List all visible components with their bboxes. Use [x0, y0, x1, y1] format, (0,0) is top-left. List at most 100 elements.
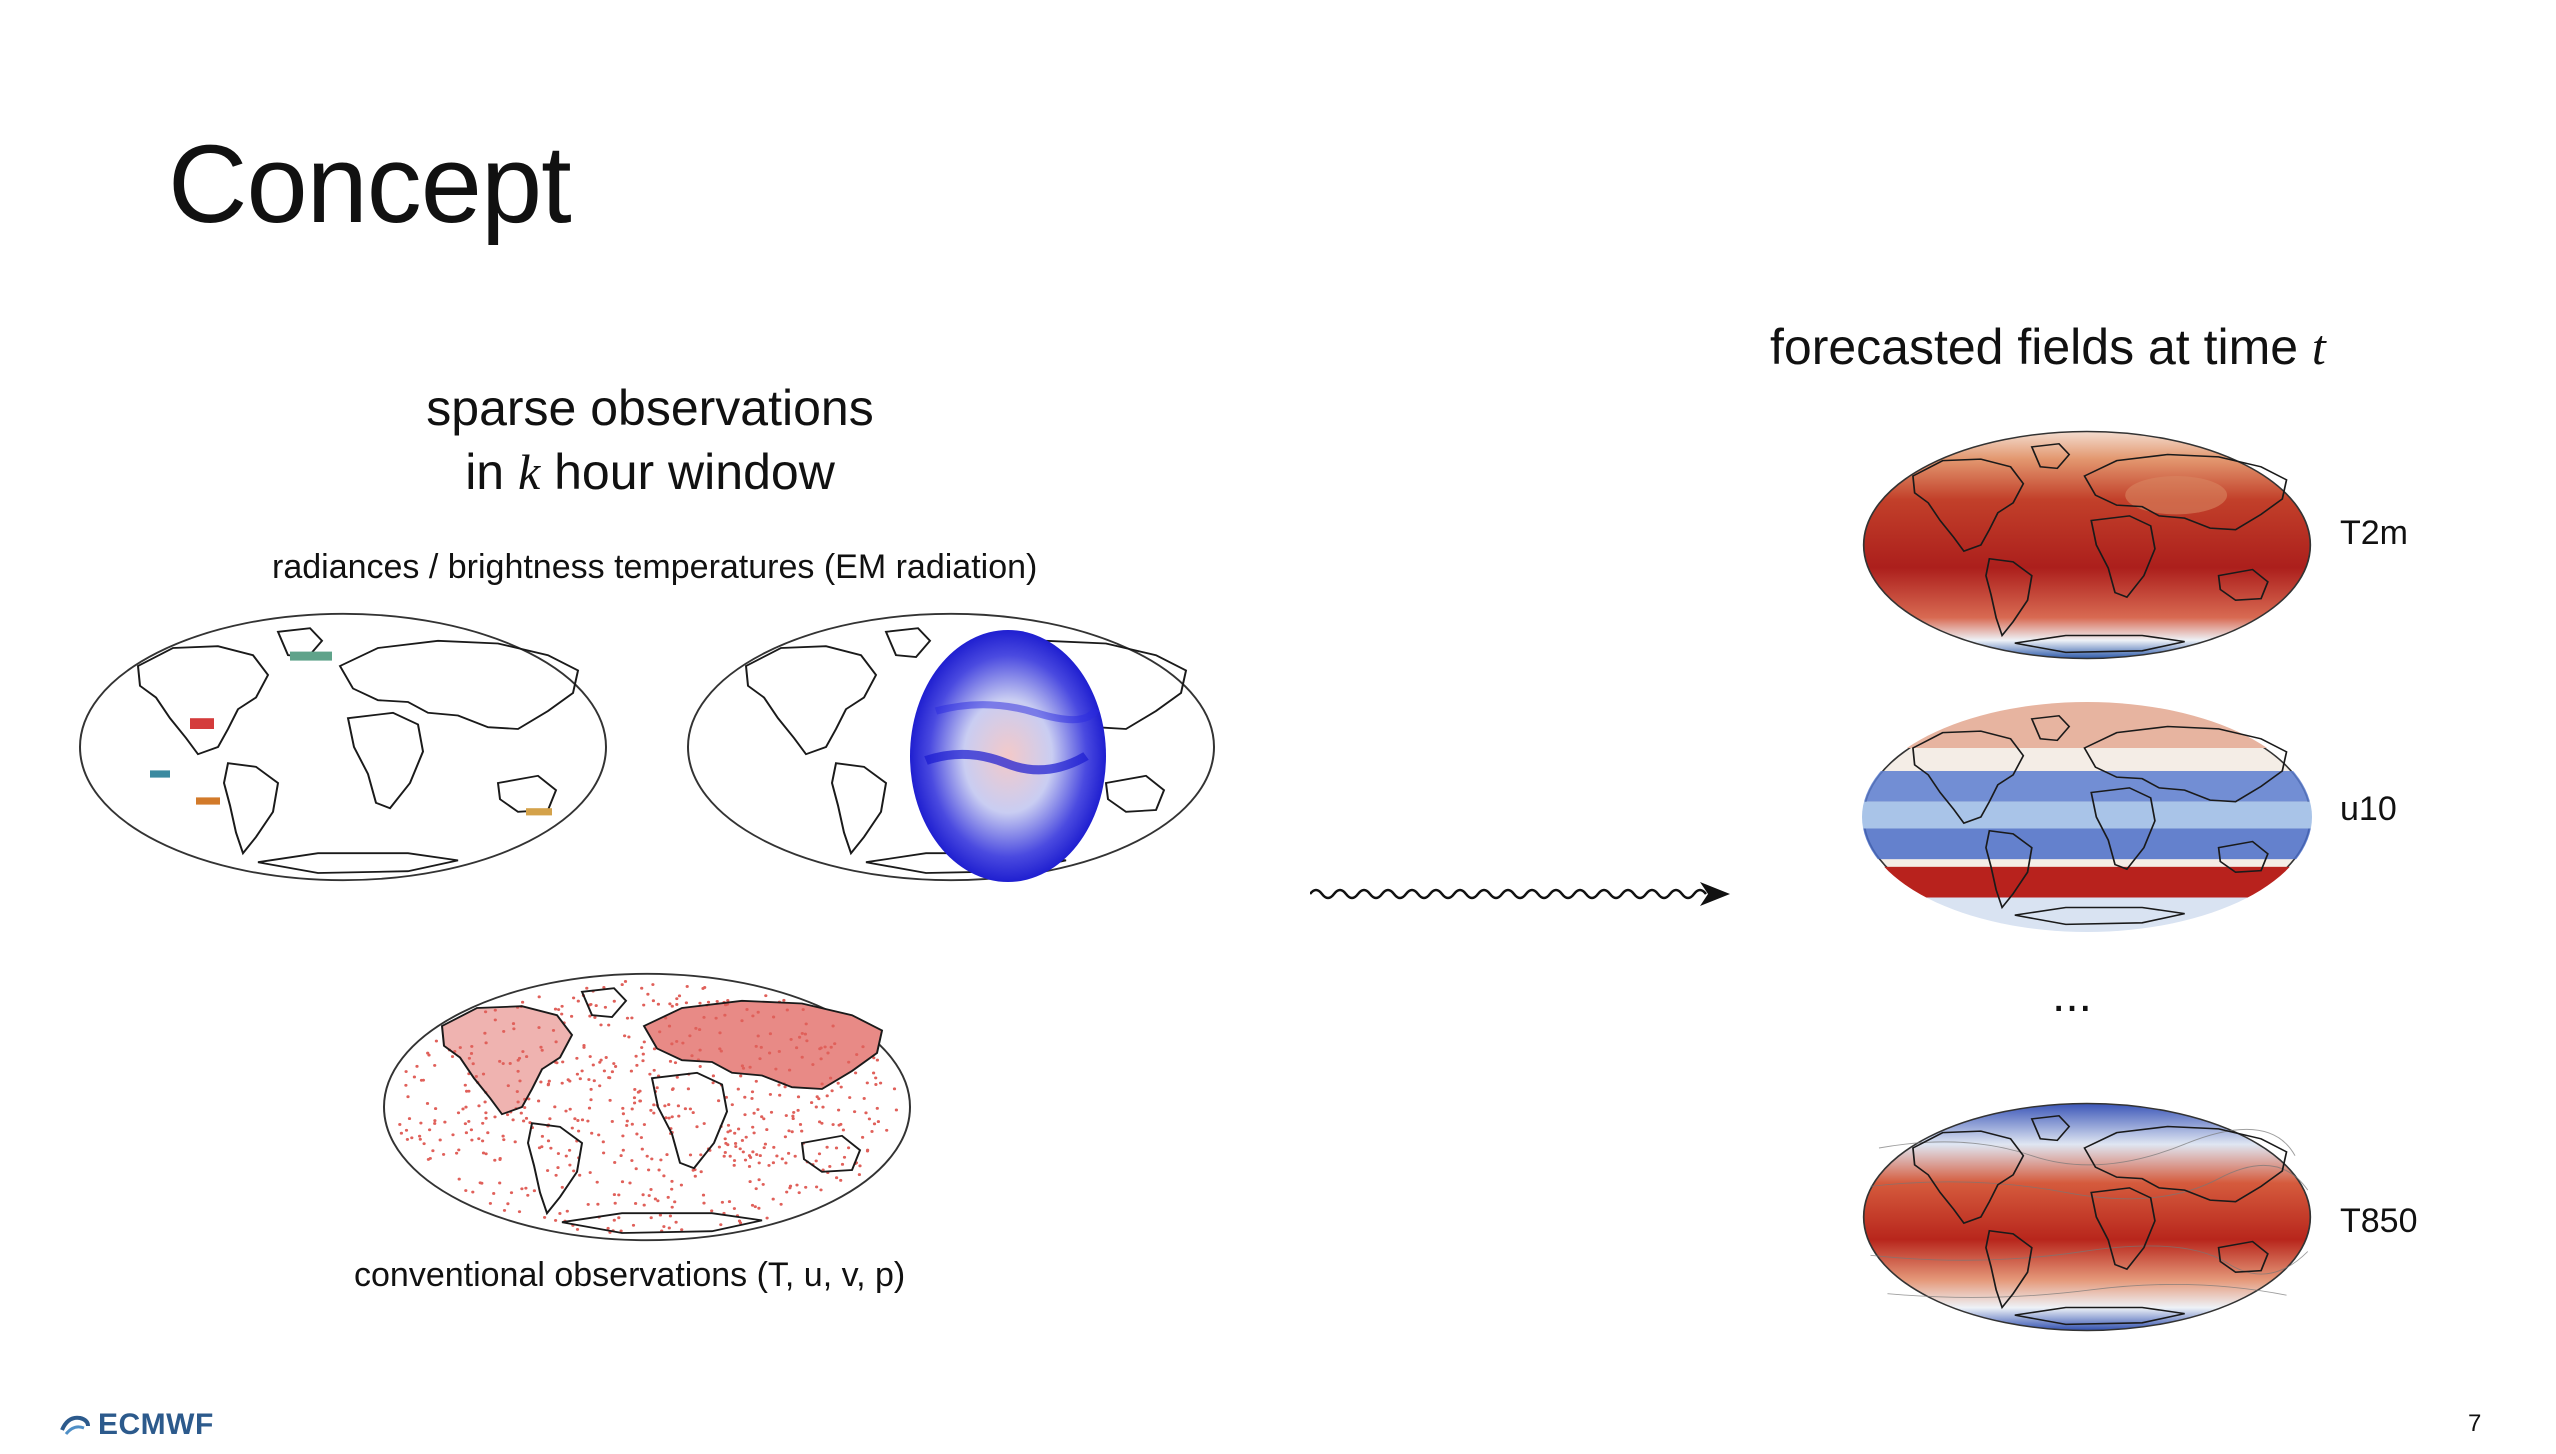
observation-dot [840, 1162, 845, 1166]
observation-dot [603, 1005, 607, 1009]
observation-dot [493, 1008, 497, 1012]
observation-dot [674, 1220, 678, 1224]
observation-dot [792, 1110, 796, 1114]
observation-dot [668, 1214, 672, 1218]
observation-dot [825, 1145, 829, 1149]
observation-dot [784, 1114, 788, 1117]
swath-south-indian [526, 808, 552, 816]
observation-dot [498, 1181, 502, 1185]
logo-text: ECMWF [98, 1408, 214, 1441]
u10-label: u10 [2340, 790, 2397, 828]
observation-dot [553, 1007, 558, 1011]
observation-dot [831, 1024, 835, 1028]
observation-dot [839, 1178, 843, 1182]
observation-dot [477, 1104, 481, 1108]
observation-dot [639, 1136, 643, 1139]
observation-dot [667, 1103, 671, 1107]
observation-dot [442, 1152, 446, 1156]
observation-dot [688, 1034, 692, 1038]
observation-dot [486, 1131, 490, 1135]
observation-dot [547, 1079, 551, 1083]
observation-dot [748, 1180, 752, 1184]
observation-dot [463, 1122, 467, 1126]
observation-dot [670, 1179, 674, 1183]
observation-dot [649, 1108, 653, 1112]
observation-dot [679, 1183, 683, 1187]
heading-line-1: sparse observations [426, 380, 874, 436]
satellite-disc [910, 630, 1106, 882]
observation-dot [537, 1099, 541, 1103]
observation-dot [425, 1102, 430, 1105]
observation-dot [740, 1139, 744, 1142]
observation-dot [568, 1148, 572, 1152]
observation-dot [663, 1104, 667, 1108]
observation-dot [783, 1085, 787, 1089]
observation-dot [765, 1216, 769, 1220]
observation-dot [481, 1151, 486, 1155]
observation-dot [727, 1200, 732, 1204]
observation-dot [834, 1146, 839, 1150]
observation-dot [549, 1146, 553, 1150]
observation-dot [728, 1154, 732, 1158]
observation-dot [722, 1154, 726, 1158]
observation-dot [677, 994, 682, 998]
observation-dot [763, 1142, 767, 1146]
observation-dot [418, 1134, 422, 1138]
observation-dot [753, 1205, 757, 1209]
observation-dot [757, 1206, 761, 1210]
observation-dot [589, 1098, 593, 1102]
observation-dot [640, 1147, 644, 1151]
observation-dot [666, 1195, 670, 1199]
observation-dot [744, 1135, 748, 1139]
observation-dot [804, 1022, 808, 1026]
observation-dot [733, 1131, 737, 1135]
observation-dot [501, 1062, 505, 1065]
observation-dot [839, 1122, 843, 1126]
observation-dot [621, 1148, 625, 1152]
observation-dot [613, 1161, 617, 1164]
observation-dot [818, 1120, 822, 1124]
observation-dot [602, 986, 606, 989]
observation-dot [610, 1120, 614, 1123]
observation-dot [619, 1154, 623, 1158]
observation-dot [589, 1087, 593, 1091]
observation-dot [783, 1135, 787, 1139]
observation-dot [817, 1097, 821, 1101]
observation-dot [686, 1087, 690, 1091]
observation-dot [595, 1180, 599, 1184]
observation-dot [665, 1153, 669, 1157]
observation-dot [404, 1070, 408, 1073]
observation-dot [450, 1055, 455, 1058]
observation-dot [612, 1062, 616, 1065]
observation-dot [405, 1137, 409, 1141]
observation-dot [829, 1076, 833, 1080]
observation-dot [758, 1154, 762, 1158]
observation-dot [664, 1016, 668, 1020]
observation-dot [717, 1145, 721, 1149]
observation-dot [787, 1129, 791, 1133]
observation-dot [723, 1013, 727, 1017]
observation-dot [876, 1120, 880, 1124]
conventional-map [383, 972, 911, 1242]
observation-dot [791, 1114, 795, 1118]
observation-dot [751, 1125, 755, 1129]
observation-dot [710, 1209, 714, 1213]
observation-dot [741, 1066, 746, 1070]
observation-dot [726, 999, 730, 1002]
observation-dot [791, 1117, 795, 1121]
observation-dot [438, 1138, 442, 1142]
observation-dot [481, 1072, 486, 1076]
observation-dot [537, 995, 541, 999]
swath-arctic [290, 651, 332, 661]
observation-dot [839, 1085, 843, 1089]
observation-dot [540, 1048, 544, 1052]
observation-dot [585, 986, 589, 990]
observation-dot [557, 1008, 561, 1011]
observation-dot [515, 1090, 519, 1093]
observation-dot [724, 1003, 728, 1007]
observation-dot [740, 1019, 744, 1023]
observation-dot [815, 1095, 819, 1099]
observation-dot [404, 1083, 408, 1087]
observation-dot [575, 1227, 580, 1231]
observation-dot [750, 1203, 755, 1207]
